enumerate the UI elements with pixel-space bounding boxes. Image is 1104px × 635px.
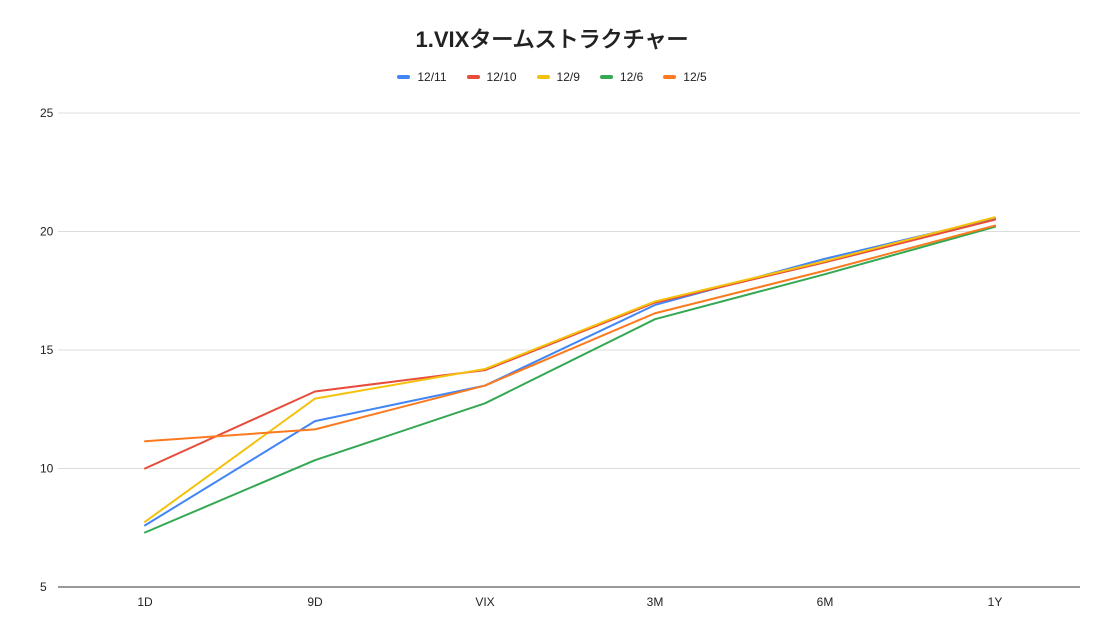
y-tick-label: 25 [40, 106, 54, 120]
x-tick-label: 3M [647, 595, 664, 609]
legend-label: 12/9 [556, 70, 580, 84]
x-tick-label: VIX [475, 595, 494, 609]
x-tick-label: 1Y [988, 595, 1003, 609]
series-line-12-9 [144, 216, 996, 523]
legend-label: 12/6 [619, 70, 644, 84]
legend-swatch-12-6 [599, 75, 613, 79]
x-tick-label: 6M [817, 595, 834, 609]
legend-label: 12/10 [486, 70, 517, 84]
x-tick-label: 9D [307, 595, 323, 609]
legend-swatch-12-10 [466, 75, 480, 79]
legend-item-12-10[interactable]: 12/10 [466, 70, 517, 84]
legend: 12/11 12/10 12/9 12/6 12/5 [0, 70, 1104, 84]
series-line-12-6 [144, 225, 996, 534]
series-line-12-5 [144, 224, 996, 443]
y-tick-label: 20 [40, 225, 54, 239]
legend-swatch-12-5 [663, 75, 677, 79]
y-tick-label: 15 [40, 343, 54, 357]
series-line-12-11 [144, 217, 996, 527]
chart-title: 1.VIXタームストラクチャー [415, 27, 689, 52]
y-tick-label: 5 [40, 580, 47, 594]
legend-label: 12/11 [417, 70, 447, 84]
series-line-12-10 [144, 218, 996, 470]
legend-swatch-12-9 [536, 75, 550, 79]
x-tick-label: 1D [137, 595, 153, 609]
legend-label: 12/5 [683, 70, 707, 84]
legend-item-12-9[interactable]: 12/9 [536, 70, 580, 84]
legend-item-12-5[interactable]: 12/5 [663, 70, 707, 84]
y-tick-label: 10 [40, 462, 54, 476]
legend-item-12-6[interactable]: 12/6 [599, 70, 644, 84]
legend-item-12-11[interactable]: 12/11 [397, 70, 447, 84]
legend-swatch-12-11 [397, 75, 411, 79]
